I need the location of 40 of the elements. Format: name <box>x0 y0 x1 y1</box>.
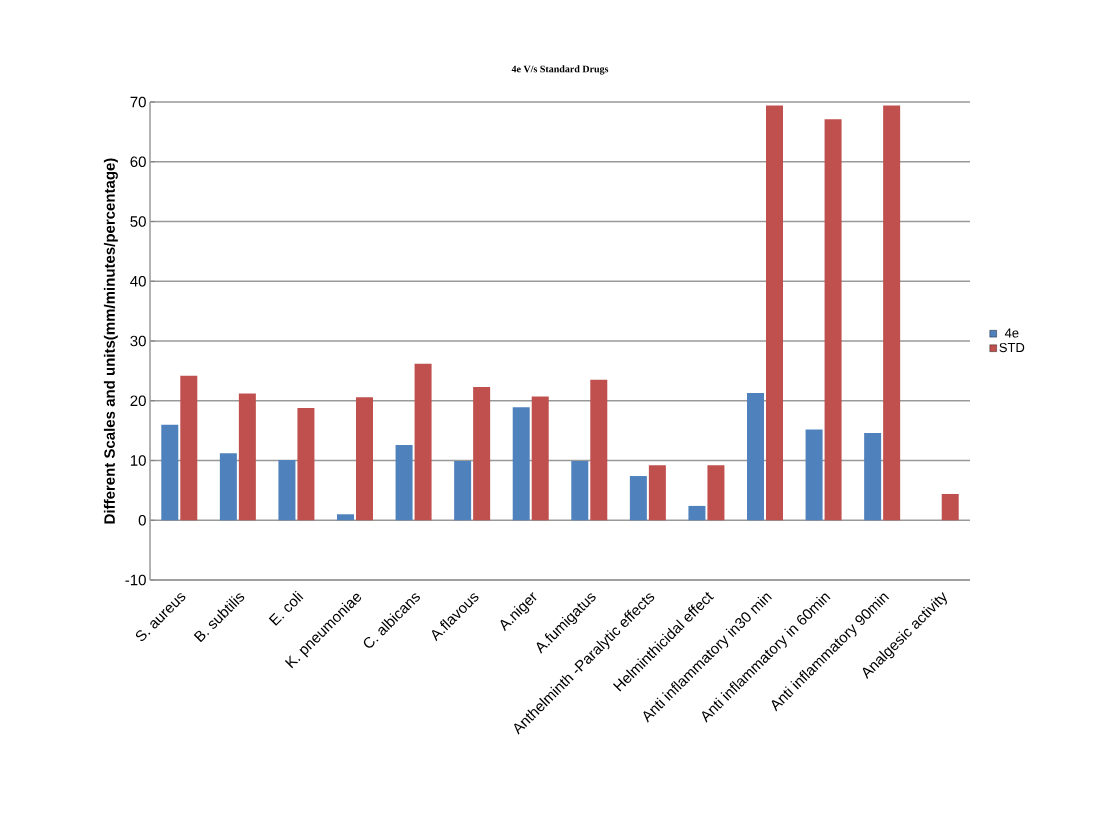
bar <box>805 429 823 521</box>
y-tick-label: 40 <box>130 275 146 287</box>
y-tick-label: 70 <box>130 96 146 108</box>
bar <box>766 105 783 521</box>
chart-title: 4e V/s Standard Drugs <box>511 65 609 75</box>
bar <box>824 119 842 521</box>
bar <box>648 465 666 521</box>
bar <box>864 433 882 521</box>
y-axis-title: Different Scales and units(mm/minutes/percentage) <box>103 158 118 524</box>
y-tick-label: 20 <box>130 395 146 407</box>
y-tick-label: 50 <box>130 216 146 227</box>
bar <box>180 375 198 521</box>
bar <box>941 493 959 521</box>
legend-label: 4e <box>1004 328 1019 338</box>
bar <box>571 461 589 521</box>
bar <box>629 476 647 521</box>
bar <box>473 387 491 521</box>
y-tick-label: 0 <box>138 514 146 526</box>
y-tick-label: 30 <box>130 335 146 347</box>
bar <box>356 397 373 521</box>
bar <box>512 407 530 521</box>
y-tick-label: 60 <box>130 156 146 168</box>
bar <box>278 459 296 521</box>
bar <box>883 105 901 521</box>
bar <box>395 444 413 521</box>
bar <box>688 505 706 521</box>
bar <box>297 407 315 521</box>
bar <box>414 363 432 521</box>
bar <box>707 465 725 521</box>
y-tick-label: 10 <box>130 455 146 466</box>
bar <box>747 392 764 521</box>
bar <box>531 396 549 521</box>
legend-label: STD <box>999 342 1025 353</box>
bar <box>219 453 237 521</box>
bar <box>454 461 472 521</box>
y-tick-label: -10 <box>125 574 146 586</box>
bar <box>590 379 608 521</box>
bar <box>161 424 179 521</box>
bar <box>238 393 256 521</box>
bar <box>337 514 354 521</box>
